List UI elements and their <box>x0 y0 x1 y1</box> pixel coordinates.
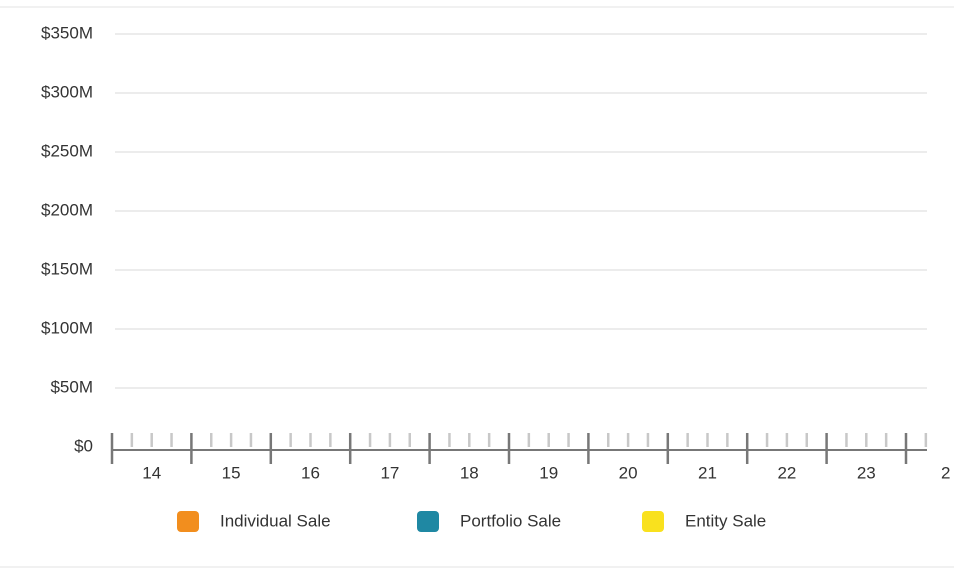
legend-swatch <box>417 511 439 532</box>
y-tick-label: $250M <box>41 141 93 160</box>
y-tick-label: $50M <box>50 377 93 396</box>
x-tick-label: 22 <box>777 463 796 482</box>
x-tick-label: 20 <box>619 463 638 482</box>
x-tick-label: 17 <box>380 463 399 482</box>
x-tick-label: 14 <box>142 463 161 482</box>
x-tick-label: 2 <box>941 463 950 482</box>
x-tick-label: 19 <box>539 463 558 482</box>
legend-swatch <box>642 511 664 532</box>
y-tick-label: $0 <box>74 436 93 455</box>
y-tick-label: $100M <box>41 318 93 337</box>
x-tick-label: 23 <box>857 463 876 482</box>
y-tick-label: $200M <box>41 200 93 219</box>
x-tick-label: 15 <box>222 463 241 482</box>
y-tick-label: $300M <box>41 82 93 101</box>
legend-label: Portfolio Sale <box>460 511 561 530</box>
legend-label: Entity Sale <box>685 511 766 530</box>
legend-label: Individual Sale <box>220 511 331 530</box>
y-tick-label: $150M <box>41 259 93 278</box>
x-tick-label: 18 <box>460 463 479 482</box>
legend-swatch <box>177 511 199 532</box>
x-tick-label: 21 <box>698 463 717 482</box>
x-tick-label: 16 <box>301 463 320 482</box>
y-tick-label: $350M <box>41 23 93 42</box>
